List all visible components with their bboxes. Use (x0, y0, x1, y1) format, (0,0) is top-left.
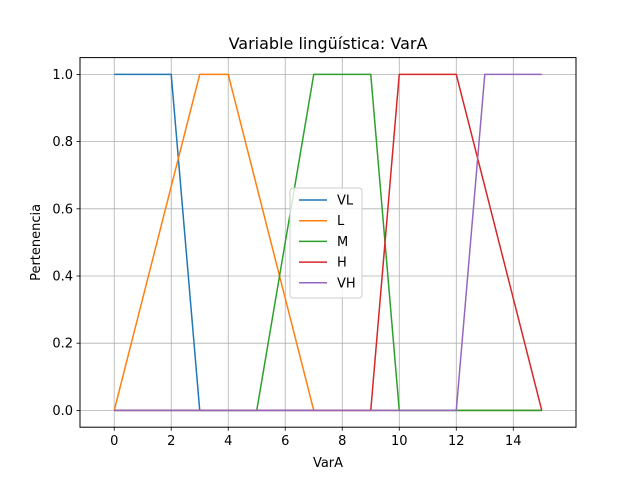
plot-area (113, 73, 543, 412)
x-tick-label: 0 (110, 434, 118, 449)
series-line-vh (114, 73, 542, 412)
legend-label-m: M (337, 235, 348, 250)
x-tick-label: 8 (338, 434, 346, 449)
x-tick-label: 14 (505, 434, 522, 449)
x-axis-label: VarA (313, 456, 343, 471)
legend-box (289, 187, 363, 299)
x-tick-label: 4 (224, 434, 232, 449)
y-tick-label: 0.2 (52, 337, 73, 352)
x-tick-label: 6 (281, 434, 289, 449)
x-tick-label: 10 (391, 434, 408, 449)
y-tick-label: 0.0 (52, 404, 73, 419)
y-tick-label: 1.0 (52, 68, 73, 83)
y-tick-label: 0.4 (52, 270, 73, 285)
legend-label-l: L (337, 214, 345, 229)
y-tick-label: 0.6 (52, 202, 73, 217)
x-tick-label: 12 (448, 434, 465, 449)
axis-ticks: 0 2 4 6 8 10 12 14 0.0 0.2 0.4 0.6 0.8 1.0 (52, 68, 521, 449)
legend: VL LMH VH (289, 187, 363, 299)
axes-frame (79, 57, 577, 428)
legend-label-vh: VH (337, 276, 356, 291)
chart-title: Variable lingüística: VarA (229, 34, 428, 53)
x-tick-label: 2 (167, 434, 175, 449)
y-tick-label: 0.8 (52, 135, 73, 150)
legend-label-h: H (337, 256, 347, 271)
y-axis-label: Pertenencia (29, 204, 44, 281)
legend-label-vl: VL (337, 194, 354, 209)
